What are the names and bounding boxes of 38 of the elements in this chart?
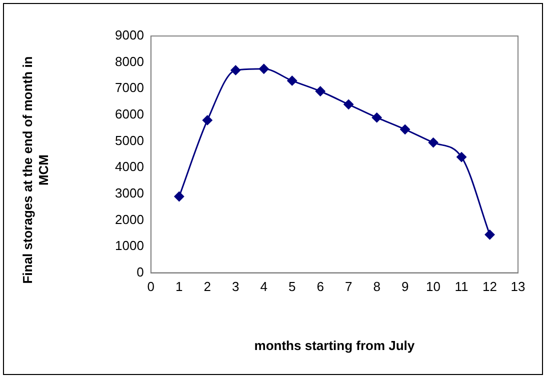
x-tick-label: 5: [288, 279, 296, 294]
point: [428, 138, 438, 148]
x-tick-label: 3: [232, 279, 240, 294]
x-tick-label: 9: [401, 279, 409, 294]
point: [344, 99, 354, 110]
y-tick-label: 7000: [115, 80, 144, 96]
point: [174, 192, 184, 202]
y-tick-label: 2000: [115, 212, 144, 227]
y-axis-title: Final storages at the end of month in MCM: [20, 55, 52, 286]
x-axis-title: months starting from July: [254, 338, 416, 353]
x-tick-label: 4: [260, 279, 268, 294]
y-tick-label: 1000: [115, 238, 144, 254]
y-tick-label: 9000: [115, 28, 144, 43]
point: [287, 76, 298, 86]
x-tick-label: 7: [344, 279, 352, 294]
y-tick-label: 4000: [115, 159, 144, 174]
x-tick-label: 12: [482, 279, 497, 294]
point: [315, 86, 326, 96]
point: [484, 230, 495, 240]
x-tick-label: 13: [510, 279, 526, 294]
y-tick-label: 5000: [115, 132, 144, 148]
x-tick-label: 6: [316, 279, 324, 294]
x-tick-label: 8: [373, 279, 380, 294]
y-tick-label: 0: [136, 264, 144, 280]
y-tick-label: 8000: [115, 54, 144, 69]
y-tick-label: 3000: [115, 185, 144, 200]
x-tick-label: 1: [176, 279, 183, 294]
x-tick-label: 0: [147, 279, 155, 294]
y-tick-label: 6000: [115, 106, 144, 122]
point: [456, 152, 467, 162]
point: [202, 115, 212, 126]
x-tick-label: 10: [426, 279, 441, 294]
x-tick-label: 2: [204, 279, 212, 294]
point: [400, 124, 410, 134]
point: [230, 65, 241, 76]
point: [258, 64, 269, 74]
point: [372, 112, 382, 123]
x-tick-label: 11: [454, 279, 468, 294]
